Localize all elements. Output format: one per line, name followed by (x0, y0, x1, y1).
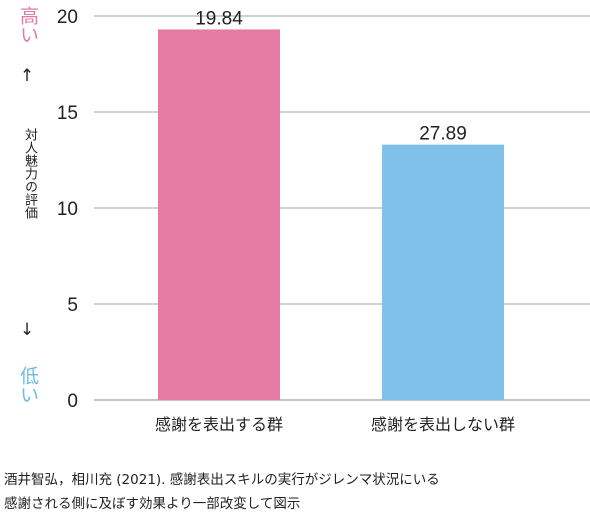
y-tick-label: 20 (57, 7, 78, 28)
y-tick-label: 10 (57, 199, 78, 220)
bars (158, 29, 504, 400)
source-line-1: 酒井智弘，相川充 (2021). 感謝表出スキルの実行がジレンマ状況にいる (4, 472, 440, 488)
y-tick-label: 5 (67, 295, 78, 316)
bar-chart: 0 5 10 15 20 19.84 27.89 感謝を表出する群 感謝を表出しない群 (57, 7, 590, 434)
category-label: 感謝を表出する群 (155, 415, 283, 434)
bar-value-label: 27.89 (419, 124, 467, 145)
y-high-label: 高い (17, 6, 39, 44)
bar (382, 144, 504, 400)
y-tick-label: 0 (67, 391, 78, 412)
source-citation: 酒井智弘，相川充 (2021). 感謝表出スキルの実行がジレンマ状況にいる 感謝… (4, 468, 588, 516)
bar-value-label: 19.84 (195, 8, 243, 29)
category-label: 感謝を表出しない群 (371, 415, 515, 434)
bar (158, 29, 280, 400)
up-arrow-icon: ↑ (19, 66, 35, 86)
down-arrow-icon: ↓ (19, 320, 35, 340)
y-low-label: 低い (17, 366, 39, 404)
category-labels: 感謝を表出する群 感謝を表出しない群 (155, 415, 515, 434)
value-labels: 19.84 27.89 (195, 8, 467, 144)
y-tick-labels: 0 5 10 15 20 (57, 7, 78, 412)
source-line-2: 感謝される側に及ぼす効果より一部改変して図示 (4, 496, 301, 512)
y-axis-title: 対人魅力の評価 (22, 128, 37, 219)
y-tick-label: 15 (57, 103, 78, 124)
